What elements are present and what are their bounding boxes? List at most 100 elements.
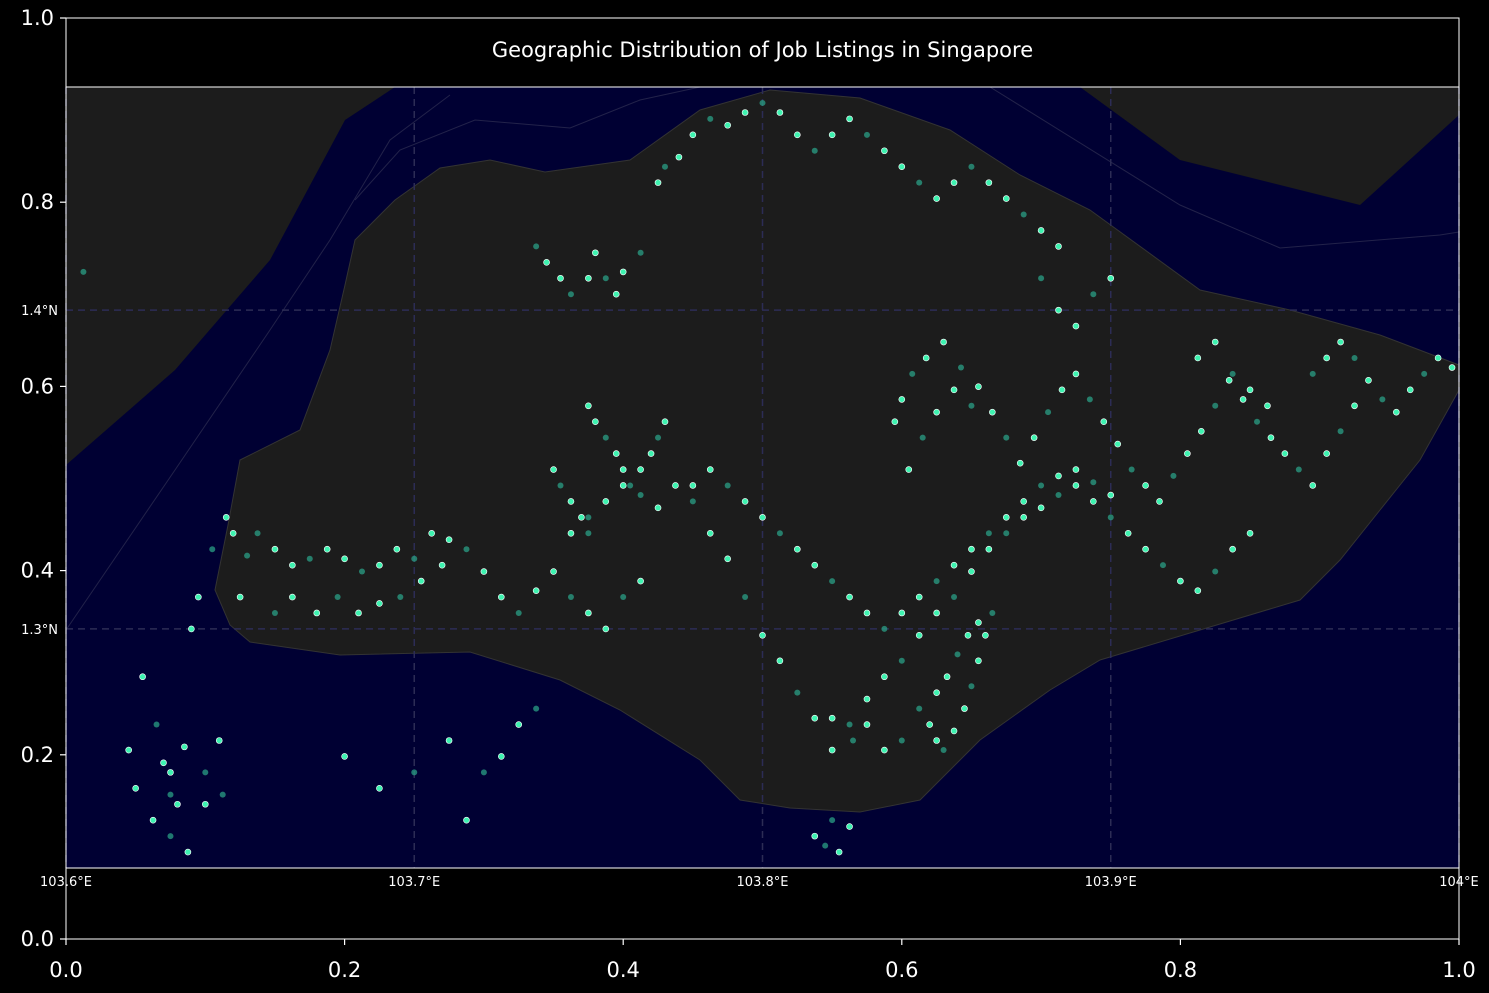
job-point bbox=[550, 466, 557, 473]
job-point bbox=[445, 737, 453, 744]
job-point bbox=[174, 800, 181, 808]
job-point bbox=[341, 555, 348, 563]
job-point bbox=[975, 619, 982, 626]
job-point bbox=[1072, 322, 1080, 330]
job-point bbox=[313, 609, 321, 617]
job-point bbox=[1090, 479, 1097, 486]
job-point bbox=[1246, 529, 1254, 537]
job-point bbox=[1045, 409, 1052, 416]
lon-label: 103.8°E bbox=[737, 875, 789, 890]
job-point bbox=[585, 609, 592, 617]
job-point bbox=[1055, 243, 1062, 250]
job-point bbox=[1107, 274, 1115, 282]
job-point bbox=[863, 131, 870, 138]
job-point bbox=[811, 832, 819, 840]
job-point bbox=[922, 354, 930, 362]
job-point bbox=[619, 466, 627, 473]
job-point bbox=[167, 833, 174, 840]
job-point bbox=[655, 434, 662, 441]
job-point bbox=[846, 593, 853, 601]
job-point bbox=[585, 402, 592, 410]
x-tick-label: 0.4 bbox=[606, 958, 639, 982]
job-point bbox=[950, 727, 958, 735]
job-point bbox=[619, 268, 627, 276]
job-point bbox=[1107, 491, 1115, 499]
job-point bbox=[612, 290, 620, 298]
job-point bbox=[602, 498, 610, 505]
job-point bbox=[811, 147, 818, 154]
job-point bbox=[271, 545, 279, 553]
job-point bbox=[985, 530, 992, 537]
job-point bbox=[1365, 376, 1372, 384]
job-point bbox=[1323, 450, 1330, 457]
job-point bbox=[1020, 211, 1027, 218]
job-point bbox=[592, 249, 599, 257]
job-point bbox=[828, 131, 836, 139]
job-point bbox=[672, 482, 679, 489]
job-point bbox=[689, 131, 697, 139]
y-tick-label: 0.6 bbox=[21, 374, 54, 398]
job-point bbox=[1128, 466, 1135, 473]
x-tick-label: 0.8 bbox=[1164, 958, 1197, 982]
job-point bbox=[689, 482, 697, 489]
job-point bbox=[1038, 482, 1045, 489]
job-point bbox=[1194, 354, 1202, 362]
job-point bbox=[532, 587, 540, 594]
job-point bbox=[951, 594, 958, 601]
job-point bbox=[498, 753, 505, 760]
job-point bbox=[254, 530, 261, 537]
job-point bbox=[1124, 529, 1132, 537]
job-point bbox=[1194, 587, 1202, 594]
job-point bbox=[619, 482, 627, 489]
job-point bbox=[829, 817, 836, 824]
job-point bbox=[1309, 370, 1316, 377]
job-point bbox=[654, 179, 662, 186]
job-point bbox=[393, 545, 401, 553]
job-point bbox=[543, 259, 550, 266]
job-point bbox=[567, 529, 575, 537]
job-point bbox=[1142, 482, 1149, 489]
job-point bbox=[1003, 530, 1010, 537]
job-point bbox=[480, 769, 487, 776]
job-point bbox=[149, 816, 157, 824]
job-point bbox=[811, 561, 819, 569]
job-point bbox=[1211, 338, 1219, 346]
map-frame bbox=[65, 86, 1460, 869]
job-point bbox=[567, 498, 575, 505]
job-point bbox=[334, 594, 341, 601]
job-point bbox=[898, 609, 906, 617]
job-point bbox=[905, 466, 913, 473]
job-point bbox=[1406, 386, 1414, 394]
job-point bbox=[776, 657, 784, 665]
job-point bbox=[950, 386, 958, 394]
job-point bbox=[846, 115, 853, 123]
job-point bbox=[675, 153, 683, 161]
job-point bbox=[1448, 364, 1456, 371]
job-point bbox=[376, 600, 383, 607]
job-point bbox=[397, 594, 404, 601]
job-point bbox=[1072, 482, 1080, 489]
job-point bbox=[515, 721, 523, 728]
lat-label: 1.4°N bbox=[21, 304, 58, 319]
job-point bbox=[989, 609, 996, 616]
job-point bbox=[1337, 428, 1344, 435]
job-point bbox=[661, 163, 668, 170]
job-point bbox=[202, 800, 209, 808]
job-point bbox=[968, 163, 975, 170]
job-point bbox=[445, 536, 453, 543]
job-point bbox=[1002, 195, 1010, 202]
job-point bbox=[850, 737, 857, 744]
job-point bbox=[881, 625, 888, 632]
job-point bbox=[759, 514, 766, 521]
job-point bbox=[463, 816, 470, 824]
job-point bbox=[550, 568, 557, 575]
job-point bbox=[926, 721, 933, 728]
job-point bbox=[306, 555, 313, 562]
job-point bbox=[637, 249, 644, 256]
job-point bbox=[612, 450, 620, 457]
job-point bbox=[1229, 545, 1236, 553]
job-point bbox=[950, 561, 958, 569]
land-malaysia bbox=[66, 87, 395, 465]
job-point bbox=[964, 631, 972, 639]
